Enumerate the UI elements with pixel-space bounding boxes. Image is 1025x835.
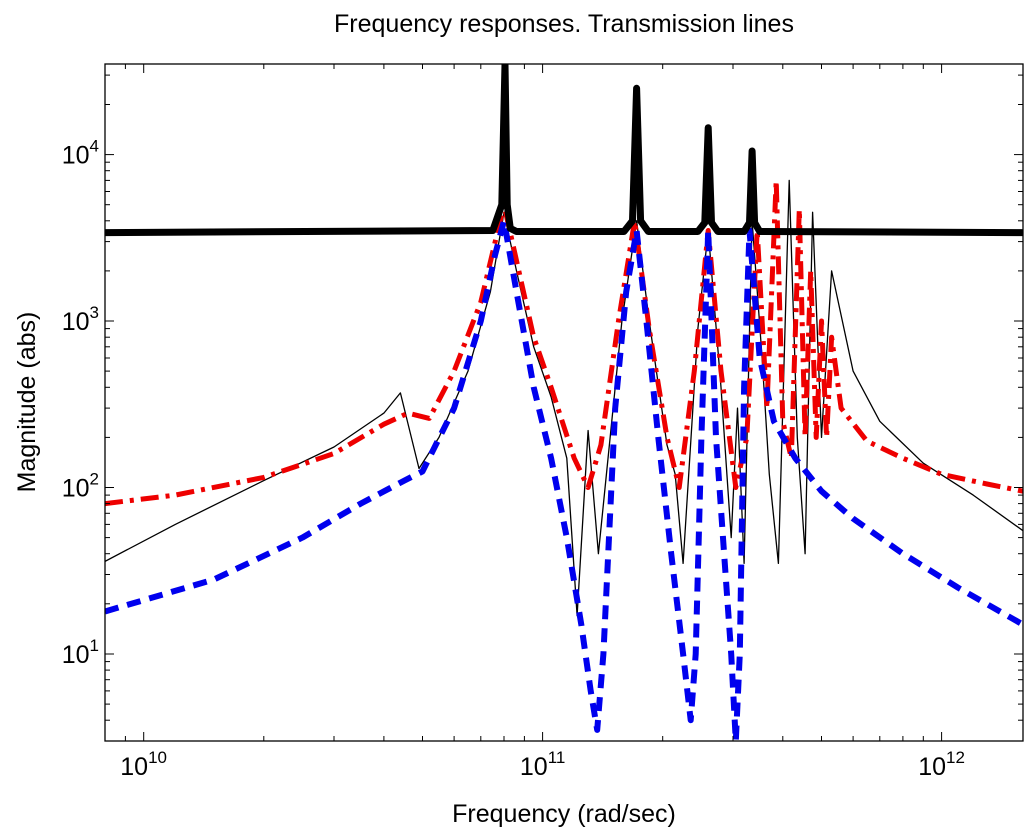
y-tick-label: 103 [62,303,99,336]
chart-title: Frequency responses. Transmission lines [334,10,794,38]
series-line-3 [105,217,1023,741]
plot-frame [104,63,1024,742]
x-axis-label: Frequency (rad/sec) [452,800,676,828]
y-tick-label: 101 [62,636,99,669]
series-line-4 [105,64,1023,237]
plot-background [105,64,1023,741]
y-tick-label: 104 [62,137,99,170]
x-tick-label: 1011 [520,748,565,781]
y-axis-label: Magnitude (abs) [13,312,41,493]
x-tick-label: 1012 [918,748,965,781]
x-tick-label: 1010 [120,748,167,781]
series-layer [105,64,1023,741]
y-tick-label: 102 [62,469,99,502]
tick-layer: 1010 1011 1012 101 102 103 104 [62,64,1023,781]
series-line-2 [105,177,1023,507]
